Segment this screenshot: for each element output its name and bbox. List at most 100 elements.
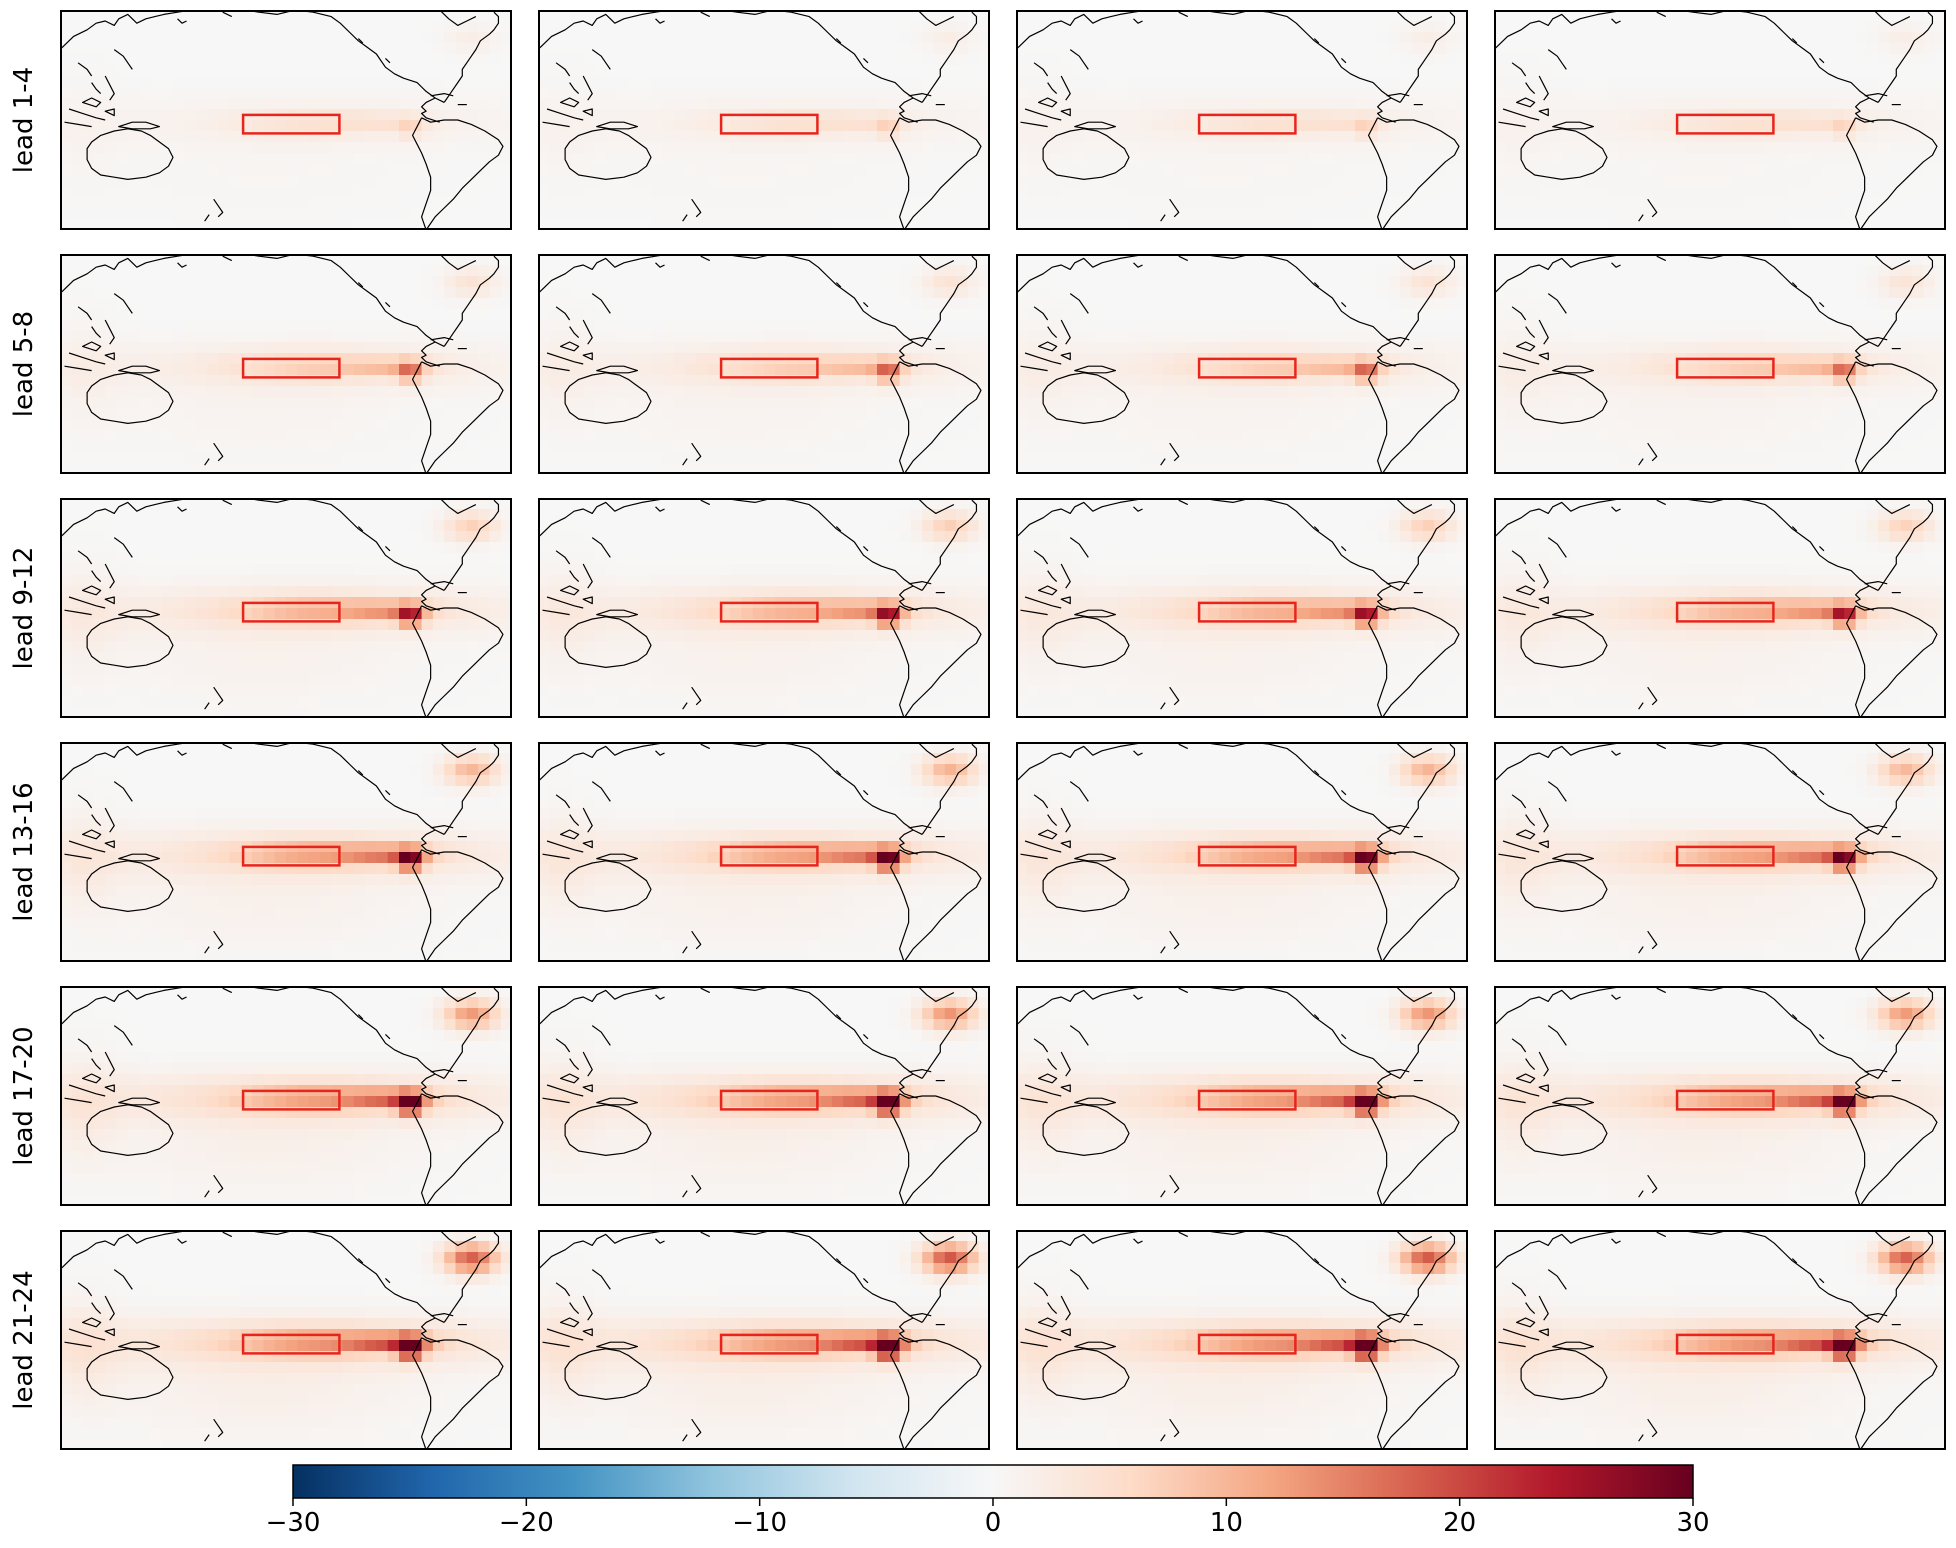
panel-frame bbox=[1494, 1230, 1946, 1450]
row-label: lead 17-20 bbox=[9, 1026, 39, 1166]
anomaly-field bbox=[1494, 498, 1946, 718]
panel-frame bbox=[538, 986, 990, 1206]
map-panel bbox=[60, 10, 512, 230]
coastlines bbox=[60, 254, 503, 474]
panel-frame bbox=[60, 498, 512, 718]
coastlines bbox=[1016, 742, 1459, 962]
nino-region-box bbox=[719, 601, 819, 623]
nino-region-box bbox=[241, 601, 341, 623]
panel-frame bbox=[60, 254, 512, 474]
nino-region-box bbox=[1675, 601, 1775, 623]
coastlines bbox=[1494, 10, 1937, 230]
panel-frame bbox=[1016, 254, 1468, 474]
map-panel bbox=[1494, 986, 1946, 1206]
panel-frame bbox=[1016, 10, 1468, 230]
nino-region-box bbox=[241, 113, 341, 135]
nino-region-box bbox=[1197, 1333, 1297, 1355]
coastlines bbox=[538, 986, 981, 1206]
map-panel bbox=[1494, 254, 1946, 474]
map-panel bbox=[1016, 742, 1468, 962]
panel-frame bbox=[1016, 1230, 1468, 1450]
panel-frame bbox=[538, 742, 990, 962]
row-label: lead 5-8 bbox=[9, 310, 39, 418]
coastlines bbox=[1016, 254, 1459, 474]
map-panel bbox=[538, 986, 990, 1206]
coastlines bbox=[60, 498, 503, 718]
coastlines bbox=[60, 10, 503, 230]
anomaly-field bbox=[60, 254, 512, 474]
colorbar-tick-label: −10 bbox=[732, 1508, 788, 1538]
panel-frame bbox=[60, 986, 512, 1206]
panel-frame bbox=[538, 498, 990, 718]
nino-region-box bbox=[1197, 845, 1297, 867]
nino-region-box bbox=[1197, 113, 1297, 135]
nino-region-box bbox=[241, 357, 341, 379]
panel-frame bbox=[1494, 986, 1946, 1206]
nino-region-box bbox=[241, 1333, 341, 1355]
nino-region-box bbox=[719, 1089, 819, 1111]
map-panel bbox=[60, 742, 512, 962]
panel-frame bbox=[1016, 986, 1468, 1206]
map-panel bbox=[538, 1230, 990, 1450]
map-panel bbox=[1016, 1230, 1468, 1450]
map-panel bbox=[1016, 498, 1468, 718]
map-panel bbox=[538, 254, 990, 474]
nino-region-box bbox=[1675, 1089, 1775, 1111]
map-panel bbox=[60, 1230, 512, 1450]
coastlines bbox=[1016, 986, 1459, 1206]
panel-frame bbox=[60, 10, 512, 230]
coastlines bbox=[1494, 742, 1937, 962]
panel-frame bbox=[538, 10, 990, 230]
panel-frame bbox=[1016, 498, 1468, 718]
row-label: lead 13-16 bbox=[9, 782, 39, 922]
anomaly-field bbox=[538, 10, 990, 230]
nino-region-box bbox=[1197, 1089, 1297, 1111]
anomaly-field bbox=[538, 498, 990, 718]
anomaly-field bbox=[1494, 742, 1946, 962]
colorbar-tick-label: 10 bbox=[1209, 1508, 1243, 1538]
map-panel bbox=[1494, 742, 1946, 962]
nino-region-box bbox=[1675, 845, 1775, 867]
anomaly-field bbox=[60, 1230, 512, 1450]
coastlines bbox=[1494, 498, 1937, 718]
nino-region-box bbox=[719, 357, 819, 379]
anomaly-field bbox=[1494, 10, 1946, 230]
panel-frame bbox=[60, 742, 512, 962]
coastlines bbox=[1016, 498, 1459, 718]
colorbar-tick-label: 20 bbox=[1443, 1508, 1477, 1538]
colorbar-gradient bbox=[292, 1464, 1694, 1506]
panel-frame bbox=[538, 1230, 990, 1450]
colorbar-tick-label: −20 bbox=[498, 1508, 554, 1538]
anomaly-field bbox=[1016, 986, 1468, 1206]
panel-frame bbox=[538, 254, 990, 474]
panel-frame bbox=[1016, 742, 1468, 962]
nino-region-box bbox=[1675, 357, 1775, 379]
map-panel bbox=[60, 986, 512, 1206]
anomaly-field bbox=[1494, 986, 1946, 1206]
nino-region-box bbox=[241, 845, 341, 867]
map-panel bbox=[1494, 498, 1946, 718]
coastlines bbox=[1494, 254, 1937, 474]
panel-frame bbox=[1494, 254, 1946, 474]
nino-region-box bbox=[719, 1333, 819, 1355]
anomaly-field bbox=[1016, 10, 1468, 230]
row-label: lead 1-4 bbox=[9, 66, 39, 174]
map-panel bbox=[60, 498, 512, 718]
panel-frame bbox=[1494, 498, 1946, 718]
panel-frame bbox=[1494, 742, 1946, 962]
colorbar-tick-label: 30 bbox=[1676, 1508, 1710, 1538]
map-panel bbox=[538, 742, 990, 962]
coastlines bbox=[60, 986, 503, 1206]
anomaly-field bbox=[1016, 498, 1468, 718]
map-panel bbox=[1494, 10, 1946, 230]
nino-region-box bbox=[241, 1089, 341, 1111]
anomaly-field bbox=[538, 1230, 990, 1450]
colorbar-tick-label: −30 bbox=[265, 1508, 321, 1538]
coastlines bbox=[60, 742, 503, 962]
coastlines bbox=[538, 498, 981, 718]
row-label: lead 9-12 bbox=[9, 546, 39, 670]
nino-region-box bbox=[1197, 357, 1297, 379]
anomaly-field bbox=[60, 10, 512, 230]
row-label: lead 21-24 bbox=[9, 1270, 39, 1410]
map-panel bbox=[1016, 254, 1468, 474]
